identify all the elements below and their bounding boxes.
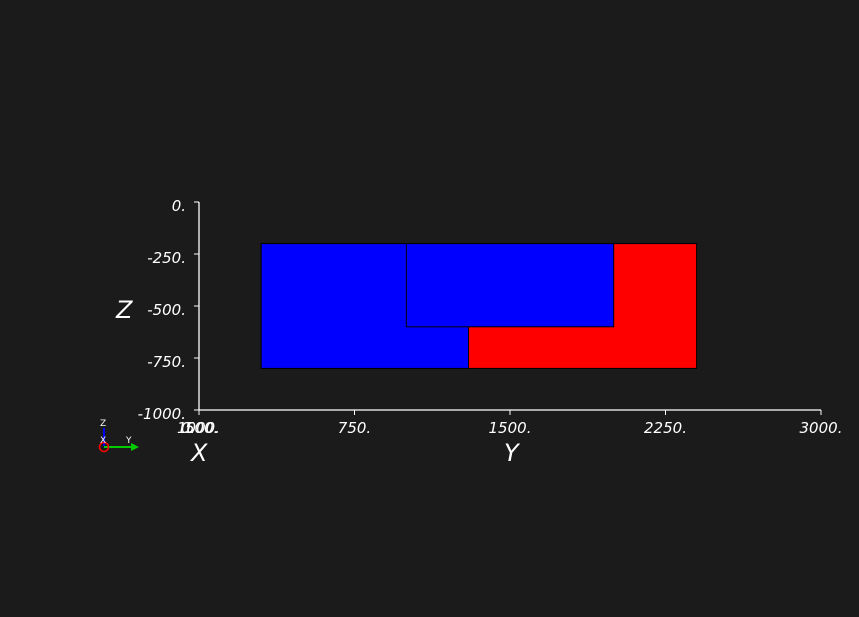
y-tick-label: 2250.	[644, 419, 687, 437]
blue-block-upper	[405, 243, 615, 328]
triad-z-label: Z	[100, 419, 106, 429]
y-axis-title: Y	[504, 439, 521, 467]
z-tick-label: -1000.	[138, 405, 186, 423]
z-axis-title: Z	[115, 296, 133, 324]
triad-x-axis	[98, 441, 110, 453]
x-tick-label-2: 0.	[181, 419, 195, 437]
z-tick-label: 0.	[172, 197, 186, 215]
z-tick-label: -250.	[147, 249, 186, 267]
y-axis-ticks: 750. 1500. 2250. 3000.	[198, 410, 843, 437]
triad-x-label: X	[100, 436, 106, 446]
z-axis-ticks: 0. -250. -500. -750. -1000.	[138, 197, 199, 423]
z-tick-label: -500.	[147, 301, 186, 319]
axes-grid: 0. -250. -500. -750. -1000. 750. 1500. 2250. 30…	[115, 197, 842, 467]
orientation-triad: Z X Y	[98, 419, 139, 453]
z-tick-label: -750.	[147, 353, 186, 371]
y-tick-label: 750.	[338, 419, 371, 437]
model-blocks	[260, 243, 698, 369]
x-tick-label-3: 500.	[185, 419, 218, 437]
x-tick-label-1: 1000.	[177, 419, 220, 437]
triad-y-label: Y	[125, 436, 132, 446]
y-tick-label: 1500.	[489, 419, 532, 437]
triad-y-arrowhead	[131, 443, 139, 451]
y-tick-label: 3000.	[800, 419, 843, 437]
x-axis-title: X	[189, 439, 208, 467]
